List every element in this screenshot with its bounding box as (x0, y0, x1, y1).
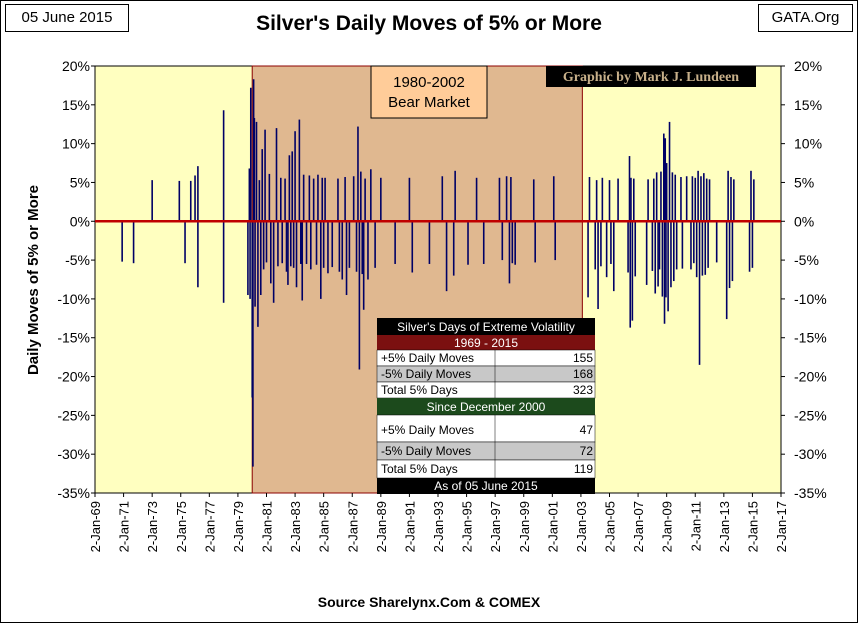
y-tick-label: 10% (62, 136, 90, 152)
y-tick-label: -15% (57, 330, 90, 346)
y-tick-label: 5% (794, 174, 814, 190)
table-row3-value: 323 (573, 383, 593, 397)
x-tick-label: 2-Jan-77 (202, 501, 217, 552)
x-tick-label: 2-Jan-17 (774, 501, 789, 552)
y-tick-label: -25% (57, 407, 90, 423)
x-tick-label: 2-Jan-11 (688, 501, 703, 551)
y-tick-label: -20% (57, 369, 90, 385)
y-tick-label: -35% (57, 485, 90, 501)
table-row1-label: +5% Daily Moves (381, 351, 474, 365)
bars-group (121, 79, 755, 467)
table-row2-label: -5% Daily Moves (381, 367, 471, 381)
y-tick-label: 0% (70, 213, 90, 229)
y-tick-label: 15% (62, 97, 90, 113)
x-tick-label: 2-Jan-97 (488, 501, 503, 552)
x-tick-label: 2-Jan-01 (545, 501, 560, 552)
bear-market-label-2: Bear Market (388, 94, 471, 111)
table-period-1: 1969 - 2015 (454, 336, 518, 350)
y-axis-right: 20% 15% 10% 5% 0% -5% -10% -15% -20% -25% -30% -35% (781, 58, 827, 501)
table-row6-value: 119 (574, 462, 593, 476)
y-tick-label: -30% (57, 446, 90, 462)
table-row6-label: Total 5% Days (381, 462, 458, 476)
y-axis-left: 20% 15% 10% 5% 0% -5% -10% -15% -20% -25% -30% -35% (57, 58, 95, 501)
x-tick-label: 2-Jan-89 (374, 501, 389, 552)
y-tick-label: 20% (62, 58, 90, 74)
table-row5-label: -5% Daily Moves (381, 444, 471, 458)
credit-box: Graphic by Mark J. Lundeen (546, 66, 756, 87)
x-tick-label: 2-Jan-79 (231, 501, 246, 552)
table-row4-value: 47 (580, 423, 594, 437)
y-tick-label: 0% (794, 213, 814, 229)
table-row3-label: Total 5% Days (381, 383, 458, 397)
y-tick-label: 5% (70, 174, 90, 190)
x-tick-label: 2-Jan-71 (117, 501, 132, 552)
date-box: 05 June 2015 (5, 4, 129, 32)
bear-market-box: 1980-2002 Bear Market (370, 65, 488, 119)
table-row2-value: 168 (573, 367, 593, 381)
x-tick-label: 2-Jan-69 (88, 501, 103, 552)
table-row4-label: +5% Daily Moves (381, 423, 474, 437)
x-tick-label: 2-Jan-87 (345, 501, 360, 552)
y-tick-label: 15% (794, 97, 822, 113)
credit-label: Graphic by Mark J. Lundeen (563, 70, 739, 85)
x-tick-label: 2-Jan-73 (145, 501, 160, 552)
x-tick-label: 2-Jan-83 (288, 501, 303, 552)
y-tick-label: -30% (794, 446, 827, 462)
x-tick-label: 2-Jan-81 (260, 501, 275, 552)
table-footer: As of 05 June 2015 (434, 479, 538, 493)
x-tick-label: 2-Jan-99 (517, 501, 532, 552)
y-tick-label: -5% (794, 252, 819, 268)
y-tick-label: -35% (794, 485, 827, 501)
x-tick-label: 2-Jan-09 (660, 501, 675, 552)
x-tick-label: 2-Jan-05 (603, 501, 618, 552)
y-tick-label: -5% (65, 252, 90, 268)
table-row5-value: 72 (580, 444, 594, 458)
x-tick-label: 2-Jan-93 (431, 501, 446, 552)
x-tick-label: 2-Jan-15 (745, 501, 760, 552)
y-tick-label: -20% (794, 369, 827, 385)
x-tick-label: 2-Jan-03 (574, 501, 589, 552)
source-label: Source Sharelynx.Com & COMEX (317, 594, 541, 610)
y-tick-label: -15% (794, 330, 827, 346)
site-box: GATA.Org (758, 4, 853, 32)
y-tick-label: -25% (794, 407, 827, 423)
table-title: Silver's Days of Extreme Volatility (397, 320, 575, 334)
table-row1-value: 155 (573, 351, 593, 365)
x-axis: 2-Jan-69 2-Jan-71 2-Jan-73 2-Jan-75 2-Jan-77… (88, 493, 789, 552)
bear-market-label-1: 1980-2002 (393, 74, 465, 91)
x-tick-label: 2-Jan-13 (717, 501, 732, 552)
x-tick-label: 2-Jan-95 (460, 501, 475, 552)
x-tick-label: 2-Jan-07 (631, 501, 646, 552)
x-tick-label: 2-Jan-85 (317, 501, 332, 552)
y-tick-label: -10% (794, 291, 827, 307)
table-period-2: Since December 2000 (427, 400, 546, 414)
y-tick-label: 20% (794, 58, 822, 74)
volatility-table: Silver's Days of Extreme Volatility 1969… (376, 318, 596, 494)
y-tick-label: -10% (57, 291, 90, 307)
y-axis-label: Daily Moves of 5% or More (25, 185, 42, 375)
y-tick-label: 10% (794, 136, 822, 152)
x-tick-label: 2-Jan-75 (174, 501, 189, 552)
x-tick-label: 2-Jan-91 (402, 501, 417, 552)
chart-title: Silver's Daily Moves of 5% or More (256, 12, 602, 35)
